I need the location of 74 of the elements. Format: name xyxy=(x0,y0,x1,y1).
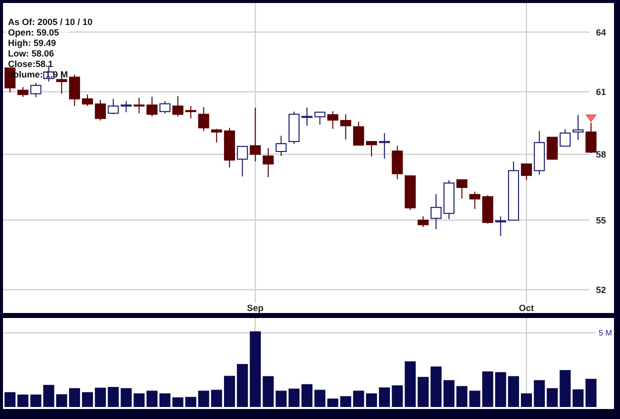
bar xyxy=(378,387,390,407)
candlestick xyxy=(314,112,326,126)
bar xyxy=(534,380,545,407)
candlestick xyxy=(560,128,571,147)
candlestick xyxy=(495,216,506,237)
candlestick xyxy=(134,97,145,114)
candlestick xyxy=(236,146,248,178)
annotation: Low: 58.06 xyxy=(8,48,54,58)
bar xyxy=(418,376,429,407)
bar xyxy=(17,394,28,407)
bar xyxy=(456,386,468,407)
bar xyxy=(159,393,170,407)
bar xyxy=(366,393,378,407)
candlestick xyxy=(185,106,196,119)
candlestick xyxy=(366,141,378,157)
y-tick-label: 58 xyxy=(596,149,606,160)
candlestick xyxy=(301,107,312,126)
bar xyxy=(224,376,235,407)
candlestick xyxy=(69,74,80,107)
candlestick xyxy=(198,106,210,132)
bar xyxy=(236,364,248,407)
candlestick xyxy=(30,82,42,98)
candlestick xyxy=(418,216,429,228)
annotation: As Of: 2005 / 10 / 10 xyxy=(8,17,93,27)
y-tick-label: 5 M xyxy=(598,328,612,338)
bar xyxy=(495,372,506,407)
bar xyxy=(430,366,442,407)
y-tick-label: 52 xyxy=(596,284,606,295)
candlestick xyxy=(250,107,261,162)
candlestick xyxy=(353,121,364,146)
candlestick xyxy=(94,99,106,122)
bar xyxy=(56,394,68,407)
candlestick xyxy=(456,179,468,199)
candlestick xyxy=(262,147,274,178)
x-tick-label: Sep xyxy=(247,303,264,313)
bar xyxy=(301,384,312,407)
bar xyxy=(211,390,222,407)
candlestick xyxy=(546,136,558,160)
candlestick xyxy=(392,145,403,180)
bar xyxy=(586,378,596,407)
candlestick xyxy=(276,135,287,156)
candlestick xyxy=(146,96,158,117)
bar xyxy=(443,380,454,407)
y-tick-label: 64 xyxy=(596,27,606,38)
annotation: Close:58.1 xyxy=(8,59,54,69)
candlestick xyxy=(172,96,184,117)
bar xyxy=(520,393,532,407)
bar xyxy=(94,388,106,407)
bar xyxy=(4,392,16,407)
bar xyxy=(82,392,93,407)
candlestick xyxy=(159,100,170,114)
y-tick-label: 61 xyxy=(596,86,606,97)
candlestick xyxy=(520,163,532,180)
bar xyxy=(172,397,184,407)
y-tick-label: 55 xyxy=(596,215,606,226)
candlestick xyxy=(378,132,390,160)
bar xyxy=(276,390,287,407)
bar xyxy=(146,390,158,407)
bar xyxy=(134,393,145,407)
candlestick xyxy=(430,194,442,230)
bar xyxy=(69,388,80,407)
bar xyxy=(288,388,300,407)
candlestick xyxy=(82,94,93,107)
bar xyxy=(314,390,326,407)
bar xyxy=(508,376,520,407)
candlestick xyxy=(586,122,596,154)
annotation: High: 59.49 xyxy=(8,38,56,48)
bar xyxy=(572,389,584,407)
candlestick xyxy=(572,114,584,141)
bar xyxy=(353,390,364,407)
candlestick xyxy=(211,128,222,144)
annotation: Open: 59.05 xyxy=(8,28,60,38)
x-tick-label: Oct xyxy=(518,303,534,313)
candlestick xyxy=(17,86,28,98)
